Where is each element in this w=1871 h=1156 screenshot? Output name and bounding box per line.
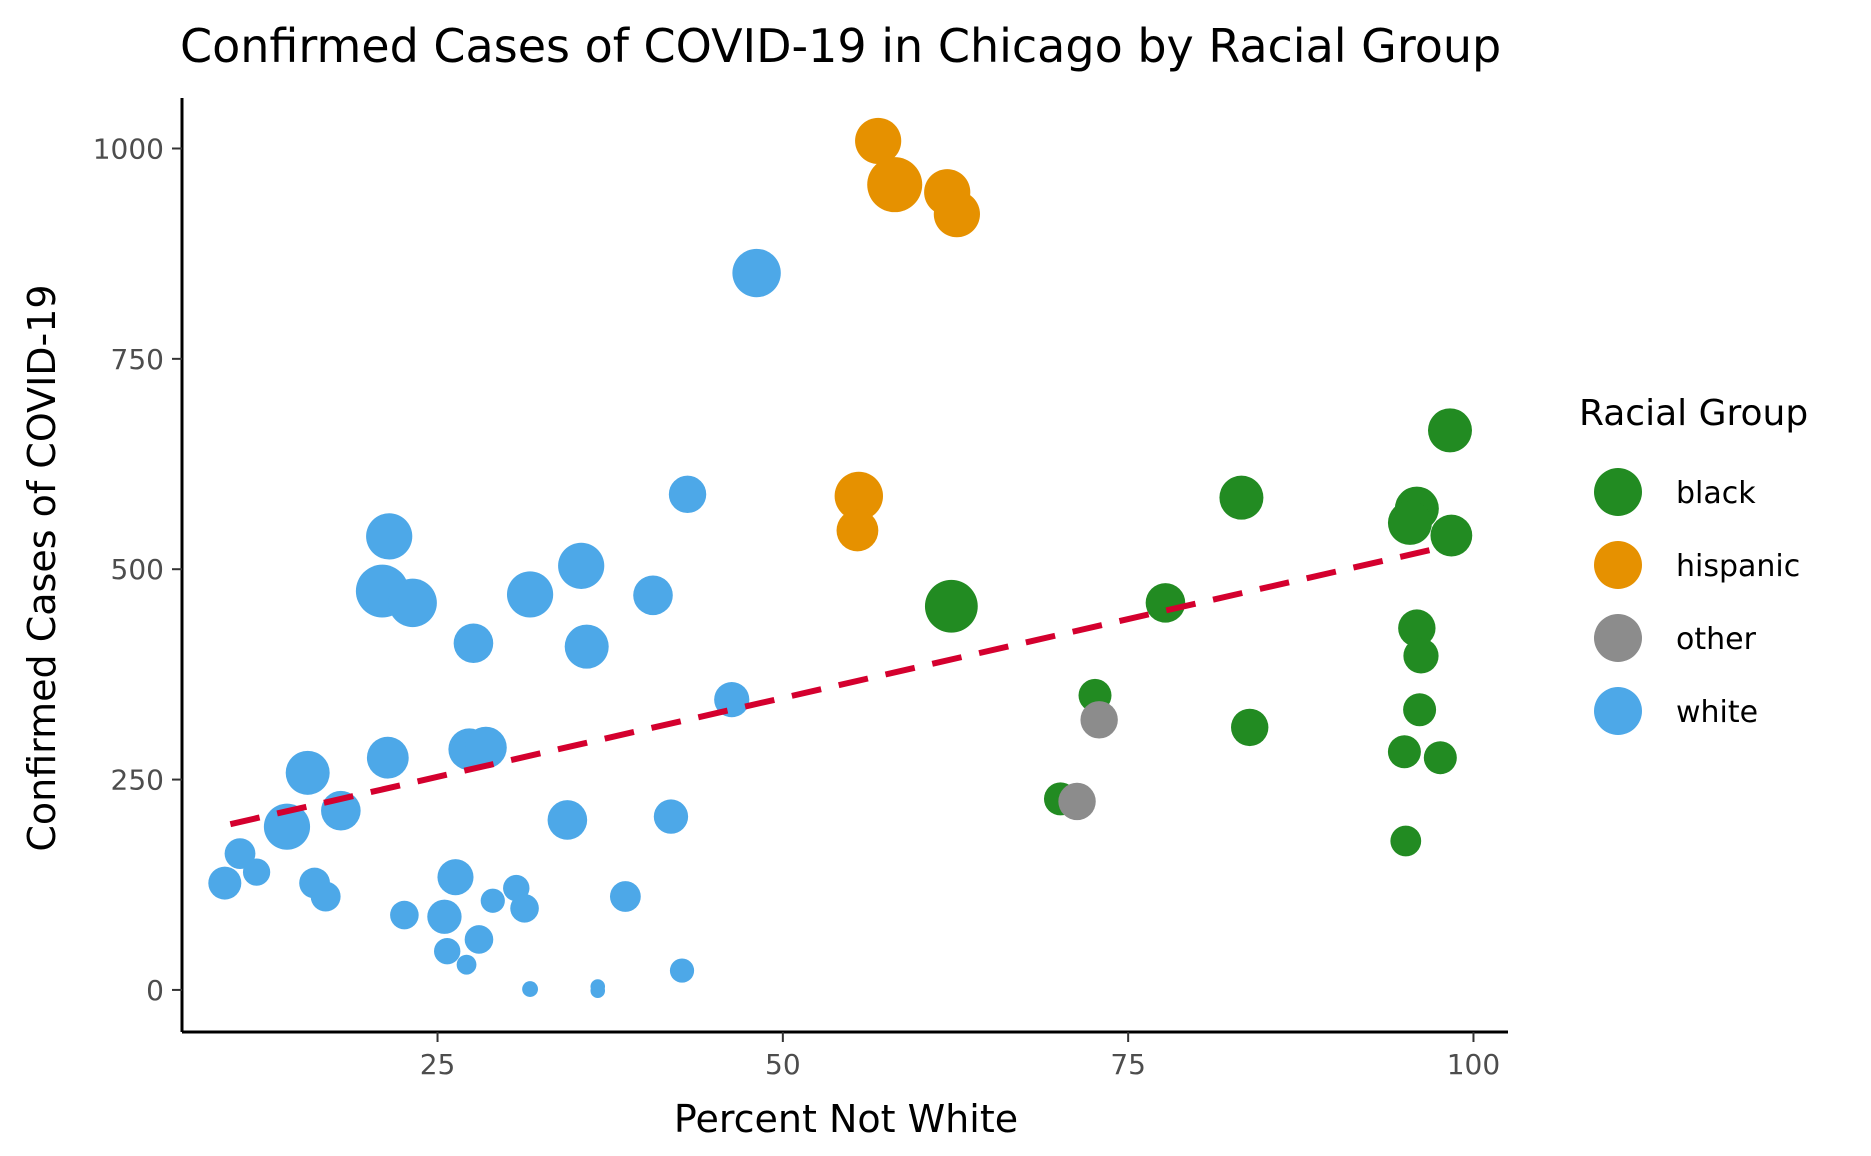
data-point-white <box>522 981 538 998</box>
data-point-white <box>263 803 311 850</box>
data-point-white <box>456 954 477 975</box>
data-point-black <box>1390 825 1422 857</box>
y-tick-label: 1000 <box>93 132 164 165</box>
x-tick-label: 100 <box>1447 1048 1500 1081</box>
data-point-other <box>1058 782 1096 821</box>
data-point-white <box>547 800 588 840</box>
legend: Racial Group black hispanic other white <box>1579 393 1808 735</box>
y-tick-label: 750 <box>111 343 164 376</box>
legend-key-hispanic <box>1594 541 1642 589</box>
data-point-white <box>285 750 330 795</box>
data-point-white <box>564 624 609 669</box>
data-point-white <box>732 248 781 298</box>
x-axis-title: Percent Not White <box>674 1097 1018 1141</box>
y-axis-title: Confirmed Cases of COVID-19 <box>20 284 64 851</box>
data-point-black <box>1231 708 1269 747</box>
data-point-black <box>1145 583 1186 623</box>
legend-label-white: white <box>1676 695 1758 730</box>
data-point-white <box>510 894 539 923</box>
data-point-hispanic <box>933 191 980 238</box>
data-point-white <box>388 578 437 628</box>
data-point-black <box>1403 693 1437 727</box>
legend-key-black <box>1594 468 1642 516</box>
legend-title: Racial Group <box>1579 393 1808 434</box>
plot-area <box>208 117 1473 999</box>
data-point-white <box>506 571 554 618</box>
data-point-white <box>224 838 256 870</box>
x-tick-label: 75 <box>1110 1048 1146 1081</box>
data-point-white <box>714 682 750 718</box>
y-tick-label: 500 <box>111 553 164 586</box>
data-point-hispanic <box>836 509 879 552</box>
data-point-white <box>390 900 419 930</box>
data-point-white <box>310 881 341 912</box>
data-point-white <box>480 888 505 913</box>
data-point-other <box>1080 701 1118 739</box>
data-point-black <box>924 579 978 633</box>
data-point-hispanic <box>834 471 884 521</box>
data-point-white <box>437 859 474 896</box>
chart-title: Confirmed Cases of COVID-19 in Chicago b… <box>180 19 1501 73</box>
data-point-black <box>1427 408 1472 453</box>
data-point-white <box>669 958 695 983</box>
legend-key-white <box>1594 687 1642 735</box>
y-tick-label: 0 <box>146 974 164 1007</box>
data-point-white <box>366 736 409 779</box>
data-point-black <box>1403 638 1439 674</box>
legend-label-hispanic: hispanic <box>1676 549 1800 584</box>
data-point-white <box>453 623 494 664</box>
data-point-white <box>464 925 494 954</box>
data-point-black <box>1430 514 1473 557</box>
data-point-black <box>1219 475 1264 520</box>
data-point-white <box>464 726 507 769</box>
data-point-hispanic <box>867 157 923 213</box>
data-point-white <box>366 513 413 560</box>
data-point-white <box>558 542 605 589</box>
data-point-white <box>653 799 689 834</box>
data-point-white <box>633 575 673 616</box>
data-point-white <box>609 881 641 912</box>
data-point-black <box>1423 741 1457 775</box>
data-point-white <box>590 983 606 999</box>
data-point-white <box>427 899 462 934</box>
data-point-white <box>434 938 461 965</box>
y-tick-label: 250 <box>111 764 164 797</box>
data-point-white <box>668 475 707 514</box>
legend-key-other <box>1594 614 1642 662</box>
legend-label-other: other <box>1676 622 1757 657</box>
data-point-hispanic <box>855 117 902 165</box>
data-point-white <box>242 858 271 886</box>
data-point-black <box>1387 735 1421 769</box>
x-tick-label: 50 <box>765 1048 801 1081</box>
x-tick-label: 25 <box>420 1048 456 1081</box>
legend-label-black: black <box>1676 476 1756 511</box>
data-point-white <box>208 866 242 900</box>
trend-line <box>229 543 1447 828</box>
data-point-black <box>1398 609 1436 647</box>
data-point-black <box>1387 500 1432 545</box>
